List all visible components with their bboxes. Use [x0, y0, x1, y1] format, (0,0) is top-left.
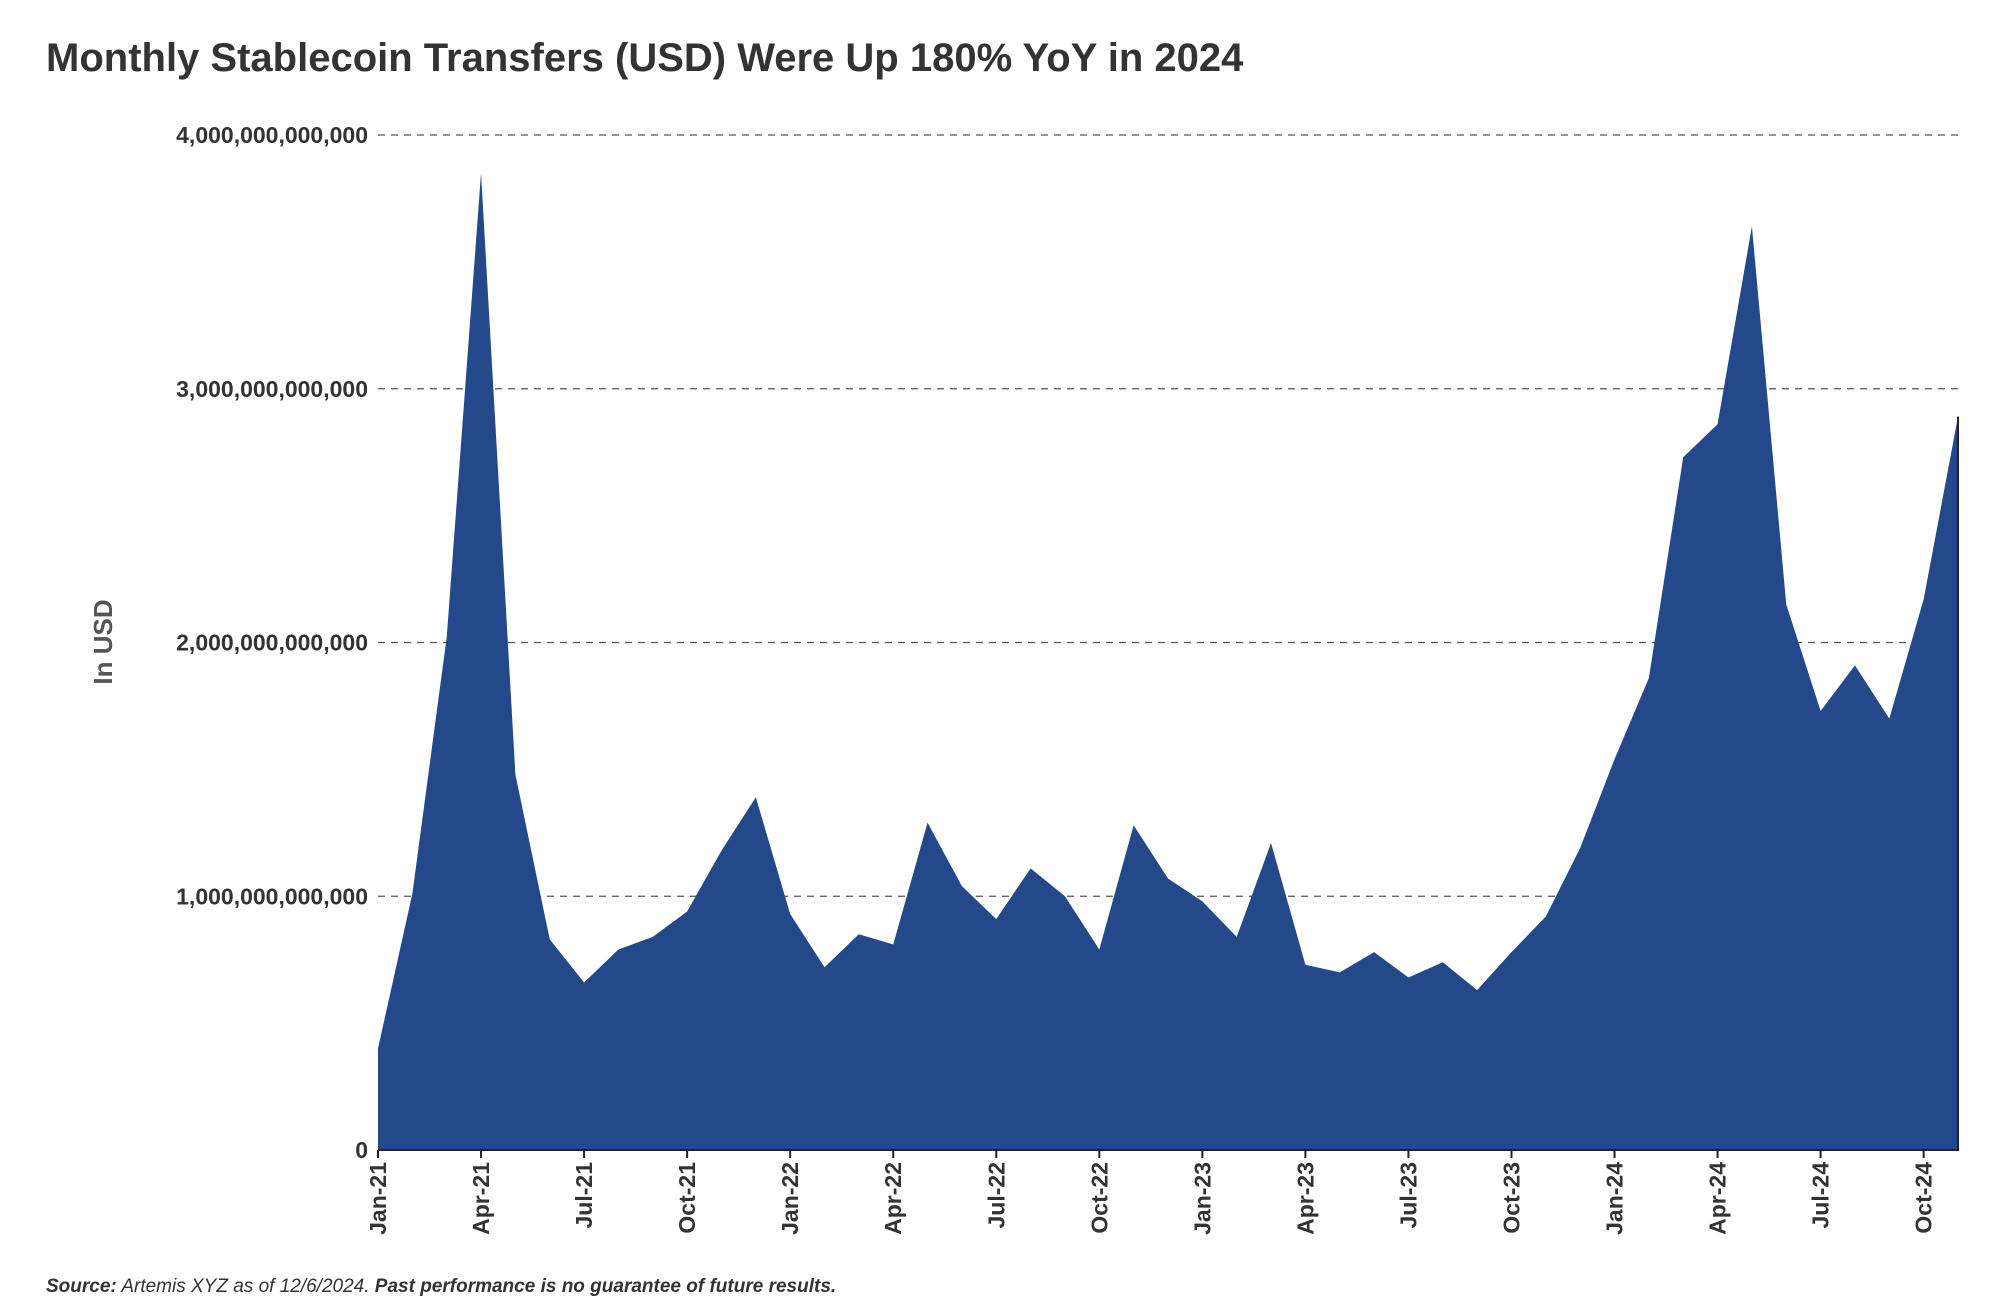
x-tick-label: Jul-23: [1395, 1162, 1421, 1228]
x-tick-label: Jul-21: [571, 1162, 597, 1229]
page-title: Monthly Stablecoin Transfers (USD) Were …: [46, 36, 1244, 80]
source-footnote: Source: Artemis XYZ as of 12/6/2024. Pas…: [46, 1276, 836, 1298]
source-text: Artemis XYZ as of 12/6/2024.: [116, 1276, 375, 1297]
x-tick-label: Apr-24: [1705, 1162, 1731, 1235]
y-tick-label: 3,000,000,000,000: [176, 376, 368, 402]
x-tick-label: Jan-24: [1602, 1162, 1628, 1235]
y-tick-label: 4,000,000,000,000: [176, 122, 368, 148]
x-tick-label: Oct-21: [674, 1162, 700, 1234]
y-tick-label: 1,000,000,000,000: [176, 883, 368, 909]
x-tick-label: Jan-23: [1189, 1162, 1215, 1235]
x-tick-label: Jul-24: [1808, 1162, 1834, 1229]
x-tick-label: Oct-23: [1498, 1162, 1524, 1234]
x-tick-label: Jan-22: [777, 1162, 803, 1235]
x-tick-label: Jan-21: [365, 1162, 391, 1235]
x-tick-label: Jul-22: [983, 1162, 1009, 1228]
axes: [378, 416, 1959, 1151]
source-label: Source:: [46, 1276, 117, 1297]
y-tick-label: 2,000,000,000,000: [176, 630, 368, 656]
area-series: [378, 173, 1958, 1150]
x-tick-label: Apr-22: [880, 1162, 906, 1235]
x-tick-label: Apr-21: [468, 1162, 494, 1235]
y-tick-label: 0: [355, 1137, 368, 1163]
disclaimer-text: Past performance is no guarantee of futu…: [374, 1276, 837, 1297]
x-tick-label: Oct-24: [1911, 1162, 1937, 1234]
area-series-path: [378, 173, 1958, 1150]
y-tick-labels: 0 1,000,000,000,000 2,000,000,000,000 3,000…: [176, 122, 368, 1163]
x-tick-label: Oct-22: [1086, 1162, 1112, 1234]
y-axis-label: In USD: [88, 599, 118, 684]
x-tick-label: Apr-23: [1292, 1162, 1318, 1235]
x-tick-labels: Jan-21 Apr-21 Jul-21 Oct-21 Jan-22 Apr-22 Jul-…: [365, 1150, 1937, 1235]
